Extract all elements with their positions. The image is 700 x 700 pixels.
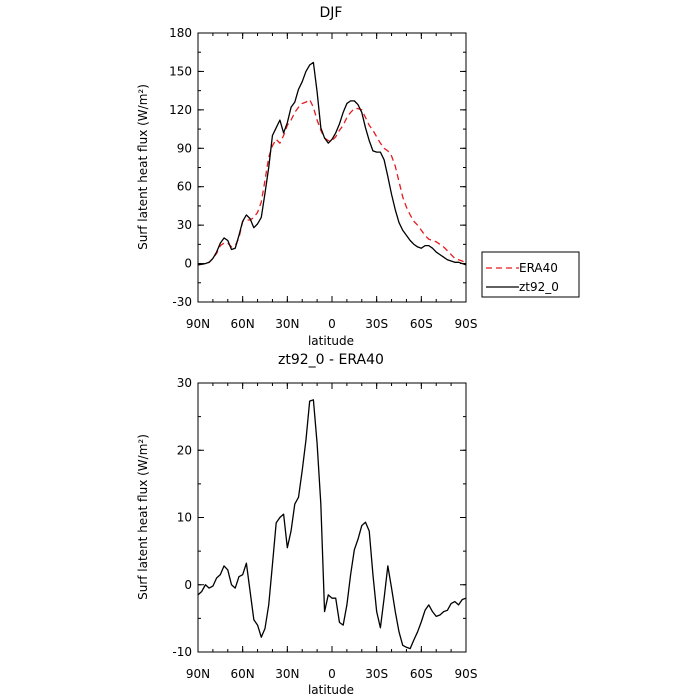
djf-y-tick-label: 180 <box>169 26 192 40</box>
djf-y-tick-label: 90 <box>177 141 192 155</box>
djf-y-tick-label: 150 <box>169 64 192 78</box>
series-line-zt92-0 <box>197 61 467 266</box>
legend-box <box>481 251 580 298</box>
difference-x-axis-label: latitude <box>308 683 354 697</box>
djf-plot-frame <box>197 32 467 303</box>
difference-plot-frame <box>197 382 467 653</box>
djf-x-tick-label: 0 <box>328 317 336 331</box>
difference-y-axis-label: Surf latent heat flux (W/m²) <box>136 434 150 600</box>
difference-y-tick-label: 0 <box>184 578 192 592</box>
djf-x-axis-label: latitude <box>308 334 354 348</box>
difference-y-tick-label: 30 <box>177 376 192 390</box>
djf-x-tick-label: 60S <box>410 317 433 331</box>
djf-y-tick-label: 120 <box>169 103 192 117</box>
djf-x-tick-label: 90S <box>455 317 478 331</box>
legend-label-zt92-0: zt92_0 <box>519 280 559 294</box>
djf-y-tick-label: 30 <box>177 218 192 232</box>
djf-legend: ERA40 zt92_0 <box>481 251 580 298</box>
difference-x-tick-label: 60S <box>410 667 433 681</box>
djf-y-tick-label: -30 <box>172 295 192 309</box>
djf-x-tick-label: 60N <box>231 317 255 331</box>
difference-x-tick-label: 90N <box>186 667 210 681</box>
djf-y-tick-label: 0 <box>184 257 192 271</box>
difference-x-tick-label: 30S <box>365 667 388 681</box>
difference-x-tick-label: 90S <box>455 667 478 681</box>
djf-panel-title: DJF <box>320 5 343 21</box>
djf-panel: DJF -30 0 30 60 90 120 150 180 90N 60N 30N 0 30S 60S… <box>136 5 580 348</box>
legend-label-era40: ERA40 <box>519 261 558 275</box>
difference-x-tick-label: 60N <box>231 667 255 681</box>
difference-panel-title: zt92_0 - ERA40 <box>278 352 384 368</box>
djf-x-tick-label: 30N <box>275 317 299 331</box>
djf-y-tick-label: 60 <box>177 180 192 194</box>
djf-x-tick-label: 30S <box>365 317 388 331</box>
difference-x-tick-label: 30N <box>275 667 299 681</box>
djf-x-tick-label: 90N <box>186 317 210 331</box>
difference-panel: zt92_0 - ERA40 -10 0 10 20 30 90N 60N 30N 0 30S 6… <box>136 352 477 697</box>
series-line-difference <box>197 399 467 650</box>
difference-y-tick-label: 20 <box>177 443 192 457</box>
difference-x-tick-label: 0 <box>328 667 336 681</box>
difference-y-tick-label: -10 <box>172 645 192 659</box>
difference-y-tick-label: 10 <box>177 511 192 525</box>
djf-y-axis-label: Surf latent heat flux (W/m²) <box>136 84 150 250</box>
